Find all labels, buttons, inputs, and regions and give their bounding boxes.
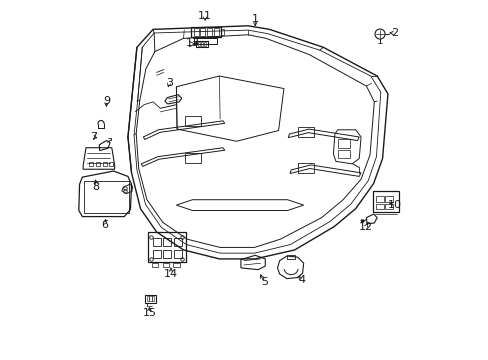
Bar (196, 41, 207, 47)
Text: 12: 12 (358, 222, 372, 232)
Bar (201, 42, 203, 46)
Text: 10: 10 (387, 200, 401, 210)
Bar (152, 238, 160, 246)
Bar (83, 181, 128, 213)
Text: 14: 14 (163, 269, 178, 279)
Bar (298, 163, 314, 173)
Bar (198, 42, 200, 46)
Bar (375, 196, 383, 202)
Bar (163, 238, 171, 246)
Bar (149, 296, 151, 301)
Text: 1: 1 (251, 14, 258, 24)
Bar (203, 42, 206, 46)
Bar (286, 255, 295, 259)
Bar (152, 296, 154, 301)
Bar (213, 28, 218, 36)
Bar (194, 28, 199, 36)
Bar (96, 162, 100, 166)
Bar (88, 162, 93, 166)
Bar (152, 249, 160, 258)
Bar (194, 39, 217, 44)
Text: 7: 7 (89, 132, 97, 142)
Bar (173, 263, 180, 267)
Bar (174, 238, 182, 246)
Bar (200, 28, 205, 36)
Bar (146, 296, 148, 301)
Bar (152, 263, 158, 267)
Text: 3: 3 (165, 78, 172, 88)
Bar (102, 162, 107, 166)
Text: 5: 5 (260, 277, 267, 287)
Bar (174, 249, 182, 258)
Bar (185, 153, 201, 163)
Bar (148, 232, 185, 262)
Text: 9: 9 (102, 96, 110, 106)
Text: 8: 8 (92, 182, 99, 192)
Bar (338, 149, 349, 158)
Bar (109, 162, 113, 166)
Bar (163, 249, 171, 258)
Bar (385, 196, 392, 202)
Bar (163, 263, 169, 267)
Bar (144, 295, 155, 303)
Bar (298, 127, 314, 137)
Bar (206, 28, 211, 36)
Text: 15: 15 (142, 309, 156, 318)
Text: 13: 13 (185, 38, 199, 48)
Text: 6: 6 (101, 220, 108, 230)
Text: 11: 11 (198, 11, 212, 21)
Text: 4: 4 (298, 275, 305, 285)
Bar (375, 204, 383, 210)
Bar (191, 27, 221, 37)
Text: 2: 2 (391, 28, 398, 38)
Bar (385, 204, 392, 210)
Bar (185, 116, 201, 126)
Bar (221, 29, 224, 35)
Bar (338, 139, 349, 148)
Bar (372, 191, 398, 212)
